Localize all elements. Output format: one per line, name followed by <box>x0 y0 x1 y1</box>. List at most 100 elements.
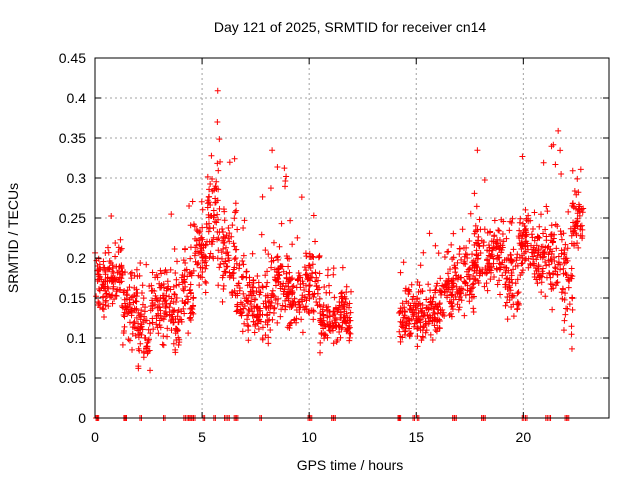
data-point <box>290 282 297 289</box>
data-point <box>106 294 113 301</box>
data-point <box>127 307 134 314</box>
data-point <box>502 302 509 309</box>
data-point <box>152 295 159 302</box>
data-point <box>425 281 432 288</box>
y-tick-label: 0.1 <box>67 330 87 346</box>
data-point <box>562 241 569 248</box>
data-point <box>174 258 181 265</box>
data-point <box>521 242 528 249</box>
data-point <box>486 267 493 274</box>
data-point <box>427 314 434 321</box>
y-axis-ticks: 0 0.05 0.1 0.15 0.2 0.25 0.3 0.35 0.4 0.45 <box>59 50 609 426</box>
data-point <box>397 308 404 315</box>
data-point <box>516 227 523 234</box>
data-point <box>571 187 578 194</box>
data-point <box>563 271 570 278</box>
data-point <box>402 325 409 332</box>
data-point <box>158 282 165 289</box>
data-point <box>306 282 313 289</box>
y-tick-label: 0.05 <box>59 370 86 386</box>
data-point <box>239 258 246 265</box>
data-point <box>106 258 113 265</box>
data-point <box>320 332 327 339</box>
data-point <box>115 244 122 251</box>
data-point <box>214 87 221 94</box>
data-point <box>219 237 226 244</box>
data-point <box>508 257 515 264</box>
data-point <box>323 289 330 296</box>
data-point <box>326 308 333 315</box>
data-point <box>141 348 148 355</box>
data-point <box>272 282 279 289</box>
x-tick-label: 15 <box>408 429 424 445</box>
data-point <box>282 303 289 310</box>
data-point <box>407 302 414 309</box>
data-point <box>543 203 550 210</box>
data-point <box>271 266 278 273</box>
data-point <box>162 304 169 311</box>
data-point <box>207 250 214 257</box>
data-point <box>226 230 233 237</box>
data-point <box>171 246 178 253</box>
data-point <box>506 282 513 289</box>
data-point <box>131 325 138 332</box>
data-point <box>492 239 499 246</box>
data-point <box>121 323 128 330</box>
data-point <box>461 278 468 285</box>
data-point <box>219 298 226 305</box>
data-point <box>463 251 470 258</box>
data-point <box>547 231 554 238</box>
data-point <box>497 242 504 249</box>
data-point <box>570 219 577 226</box>
data-point <box>278 220 285 227</box>
data-point <box>157 267 164 274</box>
data-point <box>432 289 439 296</box>
data-point <box>441 289 448 296</box>
data-point <box>131 318 138 325</box>
data-point <box>238 312 245 319</box>
data-point <box>116 274 123 281</box>
data-point <box>555 259 562 266</box>
data-point <box>519 153 526 160</box>
data-point <box>164 285 171 292</box>
data-point <box>268 264 275 271</box>
data-point <box>500 238 507 245</box>
data-point <box>185 330 192 337</box>
data-point <box>509 279 516 286</box>
data-point <box>426 318 433 325</box>
data-point <box>473 251 480 258</box>
data-point <box>190 267 197 274</box>
data-point <box>149 297 156 304</box>
data-point <box>578 206 585 213</box>
data-point <box>168 211 175 218</box>
data-point <box>259 336 266 343</box>
data-point <box>188 304 195 311</box>
data-point <box>413 307 420 314</box>
data-point <box>488 251 495 258</box>
x-tick-label: 5 <box>198 429 206 445</box>
data-point <box>447 266 454 273</box>
data-point <box>309 261 316 268</box>
data-point <box>217 261 224 268</box>
data-point <box>291 316 298 323</box>
data-point <box>135 327 142 334</box>
data-point <box>166 293 173 300</box>
data-point <box>302 271 309 278</box>
data-point <box>226 269 233 276</box>
data-point <box>416 282 423 289</box>
data-point <box>231 215 238 222</box>
data-point <box>231 155 238 162</box>
data-point <box>297 281 304 288</box>
data-point <box>234 226 241 233</box>
data-point <box>176 281 183 288</box>
data-point <box>535 245 542 252</box>
data-point <box>271 293 278 300</box>
data-point <box>508 276 515 283</box>
data-point <box>325 323 332 330</box>
data-point <box>175 307 182 314</box>
data-point <box>548 143 555 150</box>
data-point <box>262 272 269 279</box>
data-point <box>213 178 220 185</box>
data-point <box>241 217 248 224</box>
